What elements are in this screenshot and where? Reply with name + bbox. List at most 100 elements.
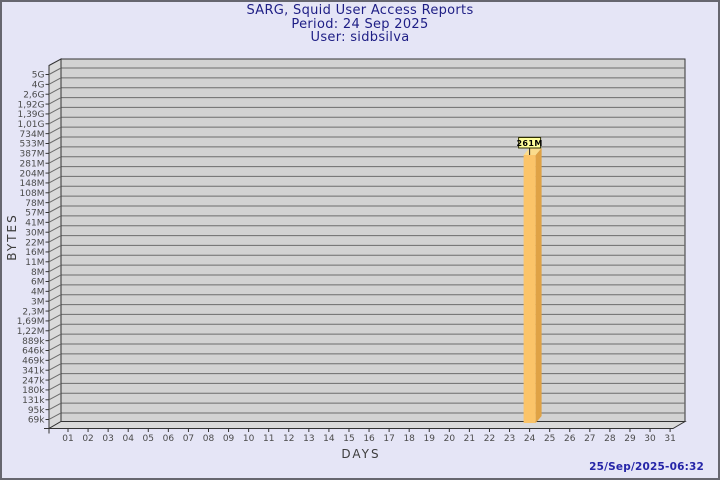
y-tick-label: 108M bbox=[20, 189, 45, 199]
x-tick-label: 04 bbox=[122, 434, 134, 444]
y-wall-slant bbox=[48, 284, 62, 292]
x-tick-label: 14 bbox=[323, 434, 335, 444]
y-tick-label: 889k bbox=[22, 337, 45, 347]
x-axis-title: DAYS bbox=[341, 447, 381, 461]
x-tick-label: 16 bbox=[363, 434, 375, 444]
x-tick-label: 30 bbox=[644, 434, 656, 444]
y-wall-slant bbox=[48, 146, 62, 154]
y-wall-slant bbox=[48, 126, 62, 135]
x-tick-label: 10 bbox=[243, 434, 255, 444]
x-tick-label: 25 bbox=[544, 434, 555, 444]
x-tick-label: 01 bbox=[62, 434, 73, 444]
y-tick-label: 41M bbox=[25, 219, 44, 229]
plot-back-wall bbox=[60, 58, 686, 422]
report-period: Period: 24 Sep 2025 bbox=[291, 16, 429, 32]
plot-left-wall bbox=[48, 58, 62, 430]
y-wall-slant bbox=[48, 254, 62, 263]
y-wall-slant bbox=[48, 294, 62, 302]
y-wall-slant bbox=[48, 97, 62, 105]
y-tick-label: 341k bbox=[22, 366, 45, 376]
x-tick-label: 15 bbox=[343, 434, 354, 444]
x-tick-label: 21 bbox=[464, 434, 475, 444]
y-tick-label: 1,39G bbox=[17, 110, 44, 120]
x-tick-label: 18 bbox=[403, 434, 415, 444]
y-tick-label: 734M bbox=[20, 130, 45, 140]
y-tick-label: 247k bbox=[22, 376, 45, 386]
bar-top-face bbox=[523, 148, 542, 155]
bar-value-box bbox=[518, 137, 542, 149]
x-tick-label: 26 bbox=[564, 434, 576, 444]
x-tick-label: 11 bbox=[263, 434, 274, 444]
y-tick-label: 30M bbox=[25, 228, 44, 238]
x-tick-label: 02 bbox=[82, 434, 93, 444]
y-tick-label: 131k bbox=[22, 396, 45, 406]
y-wall-slant bbox=[48, 185, 62, 194]
y-tick-label: 5G bbox=[32, 71, 45, 81]
y-wall-slant bbox=[48, 225, 62, 233]
y-wall-slant bbox=[48, 235, 62, 243]
x-tick-label: 06 bbox=[163, 434, 175, 444]
y-tick-label: 3M bbox=[31, 297, 45, 307]
y-wall-slant bbox=[48, 166, 62, 174]
plot-floor bbox=[47, 421, 687, 429]
y-tick-label: 78M bbox=[25, 199, 44, 209]
x-tick-label: 28 bbox=[604, 434, 616, 444]
bar-value-label: 261M bbox=[516, 139, 542, 148]
y-tick-label: 646k bbox=[22, 347, 45, 357]
y-tick-label: 1,69M bbox=[17, 317, 45, 327]
y-tick-label: 469k bbox=[22, 357, 45, 367]
x-tick-label: 29 bbox=[624, 434, 636, 444]
y-tick-label: 16M bbox=[25, 248, 44, 258]
x-tick-label: 17 bbox=[383, 434, 394, 444]
x-tick-label: 12 bbox=[283, 434, 294, 444]
x-tick-label: 08 bbox=[203, 434, 215, 444]
y-wall-slant bbox=[48, 392, 62, 401]
y-tick-label: 4G bbox=[32, 81, 45, 91]
x-tick-label: 19 bbox=[424, 434, 436, 444]
generated-timestamp: 25/Sep/2025-06:32 bbox=[589, 461, 704, 473]
y-wall-slant bbox=[48, 353, 62, 361]
y-tick-label: 1,92G bbox=[17, 100, 44, 110]
y-wall-slant bbox=[48, 304, 62, 312]
y-tick-label: 204M bbox=[20, 169, 45, 179]
y-wall-slant bbox=[48, 106, 62, 115]
y-wall-slant bbox=[48, 333, 62, 342]
y-wall-slant bbox=[48, 323, 62, 332]
y-wall-slant bbox=[48, 116, 62, 125]
y-wall-slant bbox=[48, 402, 62, 411]
y-wall-slant bbox=[48, 77, 62, 85]
y-tick-label: 69k bbox=[28, 416, 45, 426]
y-wall-slant bbox=[48, 382, 62, 391]
x-tick-label: 22 bbox=[484, 434, 495, 444]
y-tick-label: 533M bbox=[20, 140, 45, 150]
y-wall-slant bbox=[48, 274, 62, 282]
y-wall-slant bbox=[48, 363, 62, 371]
y-tick-label: 95k bbox=[28, 406, 45, 416]
y-wall-slant bbox=[48, 264, 62, 273]
y-tick-label: 57M bbox=[25, 209, 44, 219]
x-tick-label: 31 bbox=[664, 434, 675, 444]
x-tick-label: 20 bbox=[444, 434, 456, 444]
bar-side-face bbox=[535, 148, 542, 423]
x-tick-label: 13 bbox=[303, 434, 314, 444]
y-wall-slant bbox=[48, 67, 62, 75]
x-tick-label: 23 bbox=[504, 434, 515, 444]
y-wall-slant bbox=[48, 87, 62, 95]
y-tick-label: 2,6G bbox=[23, 90, 44, 100]
y-tick-label: 1,01G bbox=[17, 120, 44, 130]
y-wall-slant bbox=[48, 244, 62, 253]
report-user: User: sidbsilva bbox=[310, 30, 410, 45]
y-wall-slant bbox=[48, 205, 62, 213]
y-tick-label: 1,22M bbox=[17, 327, 45, 337]
y-tick-label: 4M bbox=[31, 288, 45, 298]
x-tick-label: 27 bbox=[584, 434, 595, 444]
y-wall-slant bbox=[48, 313, 62, 322]
y-tick-label: 148M bbox=[20, 179, 45, 189]
x-tick-label: 09 bbox=[223, 434, 235, 444]
y-tick-label: 2,3M bbox=[22, 307, 44, 317]
y-wall-slant bbox=[48, 412, 62, 420]
y-wall-slant bbox=[48, 343, 62, 351]
y-wall-slant bbox=[48, 136, 62, 144]
x-tick-label: 05 bbox=[143, 434, 154, 444]
